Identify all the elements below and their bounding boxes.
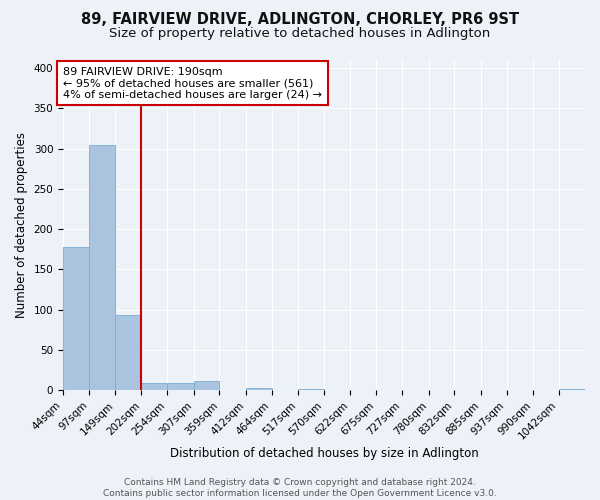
Text: Contains HM Land Registry data © Crown copyright and database right 2024.
Contai: Contains HM Land Registry data © Crown c… xyxy=(103,478,497,498)
Bar xyxy=(559,388,585,390)
Text: Size of property relative to detached houses in Adlington: Size of property relative to detached ho… xyxy=(109,28,491,40)
Bar xyxy=(89,144,115,390)
Bar xyxy=(167,383,194,390)
Bar xyxy=(115,316,142,390)
Bar xyxy=(194,382,220,390)
Text: 89 FAIRVIEW DRIVE: 190sqm
← 95% of detached houses are smaller (561)
4% of semi-: 89 FAIRVIEW DRIVE: 190sqm ← 95% of detac… xyxy=(63,66,322,100)
Bar xyxy=(63,247,89,390)
Bar xyxy=(246,388,272,390)
Text: 89, FAIRVIEW DRIVE, ADLINGTON, CHORLEY, PR6 9ST: 89, FAIRVIEW DRIVE, ADLINGTON, CHORLEY, … xyxy=(81,12,519,28)
Bar xyxy=(142,383,167,390)
Bar xyxy=(298,388,324,390)
X-axis label: Distribution of detached houses by size in Adlington: Distribution of detached houses by size … xyxy=(170,447,478,460)
Y-axis label: Number of detached properties: Number of detached properties xyxy=(15,132,28,318)
